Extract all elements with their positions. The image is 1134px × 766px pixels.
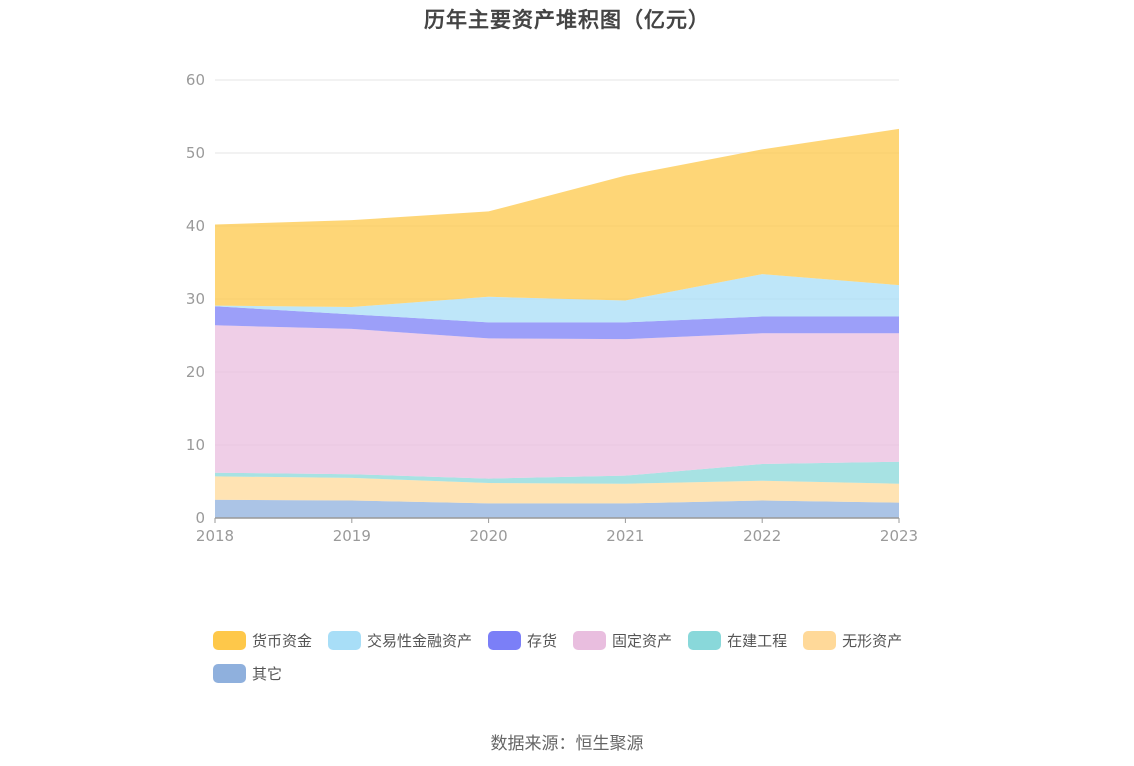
area-series-4[interactable] (215, 306, 899, 340)
legend-item[interactable]: 在建工程 (688, 630, 787, 651)
legend-item[interactable]: 货币资金 (213, 630, 312, 651)
axes: 0 10 20 30 40 50 60 2018 2019 2020 2021 2022 2023 (186, 71, 918, 545)
y-tick-label: 50 (186, 144, 205, 162)
legend-swatch (688, 631, 722, 650)
legend-item[interactable]: 固定资产 (573, 630, 672, 651)
legend-swatch (328, 631, 362, 650)
legend-swatch (573, 631, 607, 650)
legend-label: 固定资产 (612, 632, 673, 650)
area-series (215, 128, 899, 518)
chart-title: 历年主要资产堆积图（亿元） (424, 8, 710, 32)
y-tick-label: 60 (186, 71, 205, 89)
y-tick-label: 0 (195, 509, 205, 527)
legend-item[interactable]: 交易性金融资产 (328, 630, 472, 651)
legend-swatch (803, 631, 837, 650)
legend-item[interactable]: 无形资产 (803, 630, 902, 651)
x-tick-label: 2023 (880, 527, 918, 545)
legend-item[interactable]: 存货 (488, 630, 557, 651)
legend-label: 交易性金融资产 (367, 632, 473, 650)
y-tick-label: 10 (186, 436, 205, 454)
x-tick-label: 2022 (743, 527, 781, 545)
legend-swatch (213, 631, 246, 650)
area-series-0[interactable] (215, 499, 899, 518)
legend-label: 无形资产 (842, 632, 903, 650)
x-tick-label: 2021 (606, 527, 644, 545)
area-series-1[interactable] (215, 476, 899, 504)
y-tick-label: 40 (186, 217, 205, 235)
area-series-2[interactable] (215, 461, 899, 484)
x-tick-label: 2018 (196, 527, 234, 545)
legend-swatch (488, 631, 522, 650)
y-tick-label: 20 (186, 363, 205, 381)
legend-label: 在建工程 (727, 632, 788, 650)
legend: 货币资金 交易性金融资产 存货 固定资产 在建工程 无形资产其它 (213, 630, 943, 684)
area-series-6[interactable] (215, 128, 899, 308)
legend-label: 货币资金 (252, 632, 313, 650)
y-tick-label: 30 (186, 290, 205, 308)
area-series-3[interactable] (215, 325, 899, 479)
area-series-5[interactable] (215, 274, 899, 323)
legend-label: 存货 (527, 632, 558, 650)
x-tick-label: 2019 (333, 527, 371, 545)
x-tick-label: 2020 (470, 527, 508, 545)
legend-item[interactable]: 其它 (213, 663, 282, 684)
data-source-note: 数据来源：恒生聚源 (490, 734, 644, 754)
legend-swatch (213, 664, 246, 683)
legend-label: 其它 (252, 665, 283, 683)
